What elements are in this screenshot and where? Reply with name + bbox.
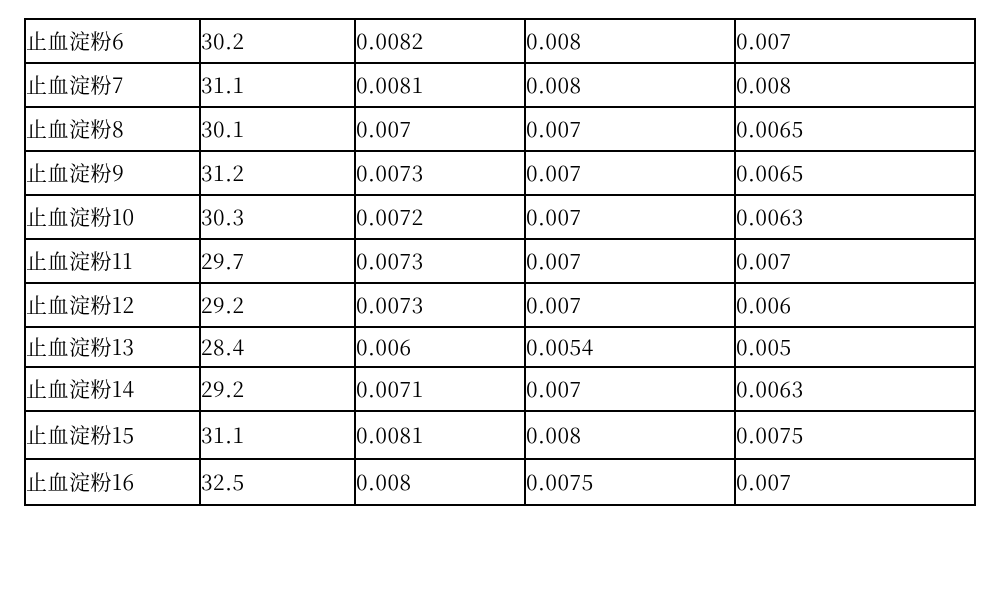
cell-value-4: 0.006 — [735, 283, 975, 327]
data-table: 止血淀粉6 30.2 0.0082 0.008 0.007 止血淀粉7 31.1… — [24, 18, 976, 506]
cell-value-3: 0.008 — [525, 19, 735, 63]
cell-value-4: 0.0065 — [735, 151, 975, 195]
cell-value-1: 29.7 — [200, 239, 355, 283]
cell-sample-name: 止血淀粉13 — [25, 327, 200, 367]
cell-value-1: 28.4 — [200, 327, 355, 367]
cell-sample-name: 止血淀粉10 — [25, 195, 200, 239]
cell-value-3: 0.007 — [525, 151, 735, 195]
table-row: 止血淀粉8 30.1 0.007 0.007 0.0065 — [25, 107, 975, 151]
table-row: 止血淀粉10 30.3 0.0072 0.007 0.0063 — [25, 195, 975, 239]
cell-value-3: 0.008 — [525, 63, 735, 107]
cell-sample-name: 止血淀粉14 — [25, 367, 200, 411]
cell-sample-name: 止血淀粉8 — [25, 107, 200, 151]
cell-value-4: 0.007 — [735, 239, 975, 283]
cell-sample-name: 止血淀粉16 — [25, 459, 200, 505]
cell-value-1: 29.2 — [200, 283, 355, 327]
table-row: 止血淀粉9 31.2 0.0073 0.007 0.0065 — [25, 151, 975, 195]
cell-value-3: 0.007 — [525, 107, 735, 151]
table-row: 止血淀粉12 29.2 0.0073 0.007 0.006 — [25, 283, 975, 327]
cell-value-1: 31.1 — [200, 411, 355, 459]
cell-value-1: 30.3 — [200, 195, 355, 239]
cell-value-4: 0.0063 — [735, 367, 975, 411]
cell-value-3: 0.007 — [525, 195, 735, 239]
cell-value-1: 31.2 — [200, 151, 355, 195]
cell-value-1: 29.2 — [200, 367, 355, 411]
cell-value-3: 0.007 — [525, 283, 735, 327]
table-row: 止血淀粉6 30.2 0.0082 0.008 0.007 — [25, 19, 975, 63]
table-body: 止血淀粉6 30.2 0.0082 0.008 0.007 止血淀粉7 31.1… — [25, 19, 975, 505]
cell-value-4: 0.0075 — [735, 411, 975, 459]
cell-sample-name: 止血淀粉7 — [25, 63, 200, 107]
cell-value-4: 0.007 — [735, 19, 975, 63]
cell-sample-name: 止血淀粉12 — [25, 283, 200, 327]
cell-value-2: 0.0081 — [355, 63, 525, 107]
cell-value-3: 0.0075 — [525, 459, 735, 505]
table-row: 止血淀粉16 32.5 0.008 0.0075 0.007 — [25, 459, 975, 505]
cell-sample-name: 止血淀粉6 — [25, 19, 200, 63]
cell-value-2: 0.0073 — [355, 283, 525, 327]
cell-value-4: 0.0063 — [735, 195, 975, 239]
page-canvas: 止血淀粉6 30.2 0.0082 0.008 0.007 止血淀粉7 31.1… — [0, 0, 1000, 598]
cell-value-2: 0.0082 — [355, 19, 525, 63]
cell-value-2: 0.008 — [355, 459, 525, 505]
cell-value-3: 0.007 — [525, 239, 735, 283]
cell-value-2: 0.0072 — [355, 195, 525, 239]
cell-value-1: 30.1 — [200, 107, 355, 151]
cell-value-2: 0.0073 — [355, 239, 525, 283]
cell-value-1: 32.5 — [200, 459, 355, 505]
cell-value-3: 0.0054 — [525, 327, 735, 367]
table-row: 止血淀粉13 28.4 0.006 0.0054 0.005 — [25, 327, 975, 367]
cell-value-1: 31.1 — [200, 63, 355, 107]
cell-sample-name: 止血淀粉11 — [25, 239, 200, 283]
table-row: 止血淀粉15 31.1 0.0081 0.008 0.0075 — [25, 411, 975, 459]
cell-sample-name: 止血淀粉15 — [25, 411, 200, 459]
table-row: 止血淀粉7 31.1 0.0081 0.008 0.008 — [25, 63, 975, 107]
cell-value-3: 0.008 — [525, 411, 735, 459]
cell-value-4: 0.005 — [735, 327, 975, 367]
cell-value-3: 0.007 — [525, 367, 735, 411]
cell-value-2: 0.0073 — [355, 151, 525, 195]
cell-value-4: 0.0065 — [735, 107, 975, 151]
cell-value-4: 0.007 — [735, 459, 975, 505]
cell-value-2: 0.007 — [355, 107, 525, 151]
table-row: 止血淀粉11 29.7 0.0073 0.007 0.007 — [25, 239, 975, 283]
cell-value-2: 0.0071 — [355, 367, 525, 411]
table-row: 止血淀粉14 29.2 0.0071 0.007 0.0063 — [25, 367, 975, 411]
cell-sample-name: 止血淀粉9 — [25, 151, 200, 195]
cell-value-2: 0.006 — [355, 327, 525, 367]
cell-value-4: 0.008 — [735, 63, 975, 107]
cell-value-1: 30.2 — [200, 19, 355, 63]
cell-value-2: 0.0081 — [355, 411, 525, 459]
